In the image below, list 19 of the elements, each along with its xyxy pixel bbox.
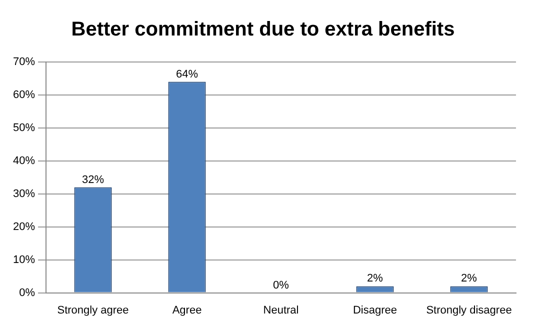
y-tick-label: 10%	[12, 254, 36, 266]
data-label: 2%	[367, 272, 384, 285]
y-tick-label: 60%	[12, 89, 36, 102]
x-tick-label: Strongly agree	[57, 304, 129, 316]
data-label: 64%	[176, 68, 198, 80]
x-tick-label: Strongly disagree	[426, 304, 512, 316]
y-tick-label: 40%	[12, 154, 36, 167]
y-tick-label: 20%	[12, 220, 36, 233]
x-tick-label: Disagree	[352, 304, 398, 316]
y-tick-label: 50%	[12, 122, 36, 134]
chart-title: Better commitment due to extra benefits	[71, 18, 455, 41]
y-tick-label: 0%	[19, 286, 36, 299]
data-label: 32%	[82, 174, 104, 186]
data-label: 2%	[461, 272, 478, 285]
y-tick-label: 70%	[12, 56, 36, 68]
x-tick-label: Neutral	[263, 304, 299, 316]
x-tick-label: Agree	[172, 304, 202, 316]
y-tick-label: 30%	[12, 188, 36, 200]
data-label: 0%	[273, 279, 290, 292]
